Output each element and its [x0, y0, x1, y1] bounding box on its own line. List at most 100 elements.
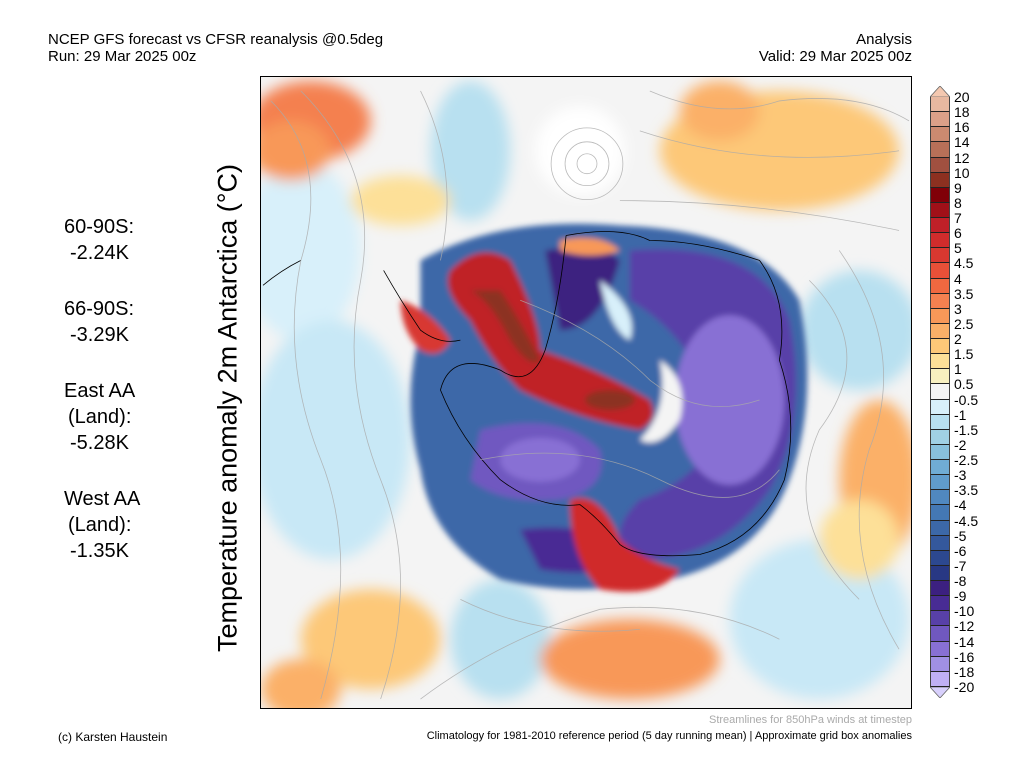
colorbar-tick-label: 6: [954, 225, 962, 242]
colorbar-segment: [930, 278, 950, 294]
colorbar: 20 18 16 14 12 10 9 8 7 6 5 4.5 4 3.5 3 2.5 2 1.5 1 0.5 -0.5…: [930, 86, 978, 698]
colorbar-segment: [930, 97, 950, 113]
y-axis-label: Temperature anomaly 2m Antarctica (°C): [212, 164, 243, 652]
wind-streamlines: [270, 90, 910, 700]
colorbar-segment: [930, 460, 950, 476]
colorbar-tick-label: -1: [954, 406, 967, 423]
colorbar-segment: [930, 414, 950, 430]
colorbar-segment: [930, 656, 950, 672]
colorbar-tick-label: 14: [954, 134, 970, 151]
analysis-label: Analysis: [856, 31, 912, 48]
colorbar-tick-label: -16: [954, 648, 975, 665]
colorbar-segment: [930, 127, 950, 143]
colorbar-tick-label: -3.5: [954, 482, 979, 499]
colorbar-segment: [930, 293, 950, 309]
colorbar-tick-label: -20: [954, 679, 975, 695]
stat-60-90s: 60-90S: -2.24K: [64, 214, 134, 266]
stat-label-2: (Land):: [68, 514, 132, 536]
colorbar-segment: [930, 112, 950, 128]
stat-value: -2.24K: [70, 242, 129, 264]
colorbar-tick-label: -4: [954, 497, 967, 514]
stat-value: -3.29K: [70, 324, 129, 346]
colorbar-segment: [930, 202, 950, 219]
stat-label: East AA: [64, 380, 136, 402]
colorbar-segment: [930, 565, 950, 582]
colorbar-segment: [930, 142, 950, 158]
colorbar-segment: [930, 233, 950, 249]
colorbar-segment: [930, 444, 950, 461]
run-time: Run: 29 Mar 2025 00z: [48, 48, 197, 65]
colorbar-segment: [930, 308, 950, 324]
colorbar-tick-label: 3.5: [954, 285, 974, 302]
stat-label: 66-90S:: [64, 298, 135, 320]
colorbar-tick-label: 4: [954, 270, 962, 287]
colorbar-tick-label: -6: [954, 542, 967, 559]
colorbar-tick-label: 1.5: [954, 346, 974, 363]
colorbar-segment: [930, 157, 950, 173]
stat-east-aa: East AA (Land): -5.28K: [64, 378, 135, 456]
credit: (c) Karsten Haustein: [58, 730, 168, 744]
colorbar-segment: [930, 218, 950, 234]
coastline: [262, 231, 792, 557]
colorbar-segment: [930, 172, 950, 188]
colorbar-segment: [930, 671, 950, 687]
colorbar-tick-label: 20: [954, 89, 970, 105]
colorbar-segment: [930, 187, 950, 203]
colorbar-tick-label: 18: [954, 104, 970, 121]
colorbar-segment: [930, 626, 950, 642]
colorbar-segment: [930, 520, 950, 536]
colorbar-tick-label: -14: [954, 633, 975, 650]
antarctica-anomaly-field: [400, 223, 808, 592]
colorbar-tick-label: -4.5: [954, 512, 979, 529]
colorbar-tick-label: 7: [954, 210, 962, 227]
colorbar-tick-label: -3: [954, 467, 967, 484]
colorbar-segment: [930, 323, 950, 340]
colorbar-tick-label: 2.5: [954, 315, 974, 332]
colorbar-segment: [930, 429, 950, 445]
stat-label: 60-90S:: [64, 216, 135, 238]
colorbar-tick-label: -10: [954, 603, 975, 620]
climatology-note: Climatology for 1981-2010 reference peri…: [426, 730, 912, 742]
colorbar-segment: [930, 248, 950, 264]
stat-66-90s: 66-90S: -3.29K: [64, 296, 134, 348]
colorbar-segment: [930, 339, 950, 355]
colorbar-tick-label: 9: [954, 179, 962, 196]
colorbar-tick-label: 12: [954, 149, 970, 166]
colorbar-tick-label: 3: [954, 300, 962, 317]
colorbar-segment: [930, 596, 950, 612]
colorbar-segment: [930, 505, 950, 521]
colorbar-segment: [930, 490, 950, 506]
colorbar-segment: [930, 550, 950, 566]
colorbar-tick-label: -7: [954, 557, 967, 574]
colorbar-tick-label: -18: [954, 663, 975, 680]
colorbar-tick-label: -8: [954, 573, 967, 590]
colorbar-segment: [930, 399, 950, 415]
colorbar-segment: [930, 354, 950, 370]
colorbar-tick-label: -12: [954, 618, 975, 635]
colorbar-tick-label: -9: [954, 588, 967, 605]
stat-value: -1.35K: [70, 540, 129, 562]
colorbar-tick-label: 0.5: [954, 376, 974, 393]
colorbar-segment: [930, 611, 950, 627]
colorbar-tick-label: -0.5: [954, 391, 979, 408]
colorbar-tick-label: -1.5: [954, 421, 979, 438]
colorbar-tick-label: -2.5: [954, 452, 979, 469]
colorbar-tick-label: 4.5: [954, 255, 974, 272]
colorbar-segment: [930, 369, 950, 385]
colorbar-tick-label: -2: [954, 436, 967, 453]
colorbar-tick-label: -5: [954, 527, 967, 544]
map-canvas: [261, 77, 911, 708]
streamlines-note: Streamlines for 850hPa winds at timestep: [709, 714, 912, 726]
colorbar-under-triangle: [930, 687, 950, 698]
anomaly-map: [260, 76, 912, 709]
colorbar-tick-label: 10: [954, 164, 970, 181]
stat-label: West AA: [64, 488, 141, 510]
colorbar-segment: [930, 384, 950, 400]
colorbar-tick-label: 5: [954, 240, 962, 257]
colorbar-tick-label: 8: [954, 194, 962, 211]
colorbar-segment: [930, 535, 950, 551]
stat-label-2: (Land):: [68, 406, 132, 428]
colorbar-segment: [930, 475, 950, 491]
stat-value: -5.28K: [70, 432, 129, 454]
colorbar-segment: [930, 263, 950, 279]
